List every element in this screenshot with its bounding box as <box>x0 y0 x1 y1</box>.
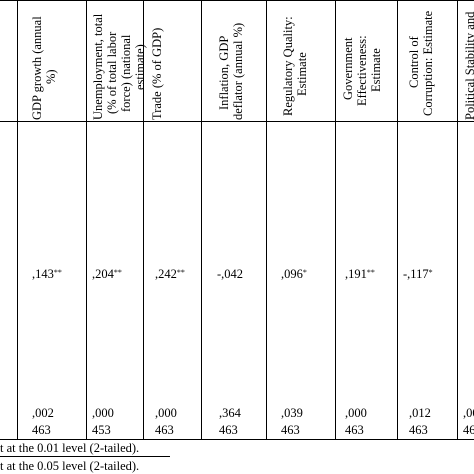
sample-size-value: 463 <box>32 423 51 437</box>
column-divider <box>201 0 202 439</box>
column-header-trade: Trade (% of GDP) <box>150 28 164 120</box>
correlation-value: ,191** <box>345 267 375 281</box>
footnote-divider <box>0 456 170 457</box>
column-divider <box>17 0 18 439</box>
header-line: deflator (annual %) <box>231 22 245 120</box>
header-line: force) (national <box>119 34 133 112</box>
significance-value: ,364 <box>219 406 241 420</box>
header-line: Government <box>341 37 355 100</box>
sample-size-value: 463 <box>409 423 428 437</box>
sample-size-value: 463 <box>345 423 364 437</box>
correlation-value: -,117* <box>403 267 433 281</box>
significance-value: ,039 <box>281 406 303 420</box>
significance-value: ,000 <box>463 406 474 420</box>
header-line: (% of total labor <box>105 31 119 114</box>
sample-size-value: 463 <box>463 423 474 437</box>
header-line: Corruption: Estimate <box>421 10 435 116</box>
header-line: Inflation, GDP <box>217 35 231 110</box>
sample-size-value: 463 <box>219 423 238 437</box>
significance-value: ,000 <box>155 406 177 420</box>
sample-size-value: 463 <box>281 423 300 437</box>
header-line: Effectiveness: <box>355 35 369 106</box>
sample-size-value: 453 <box>92 423 111 437</box>
column-divider <box>143 0 144 439</box>
sample-size-value: 463 <box>155 423 174 437</box>
column-divider <box>335 0 336 439</box>
column-header-political-stability: Political Stability and <box>463 12 474 120</box>
header-line: Estimate <box>369 48 383 92</box>
header-line: GDP growth (annual <box>30 16 44 120</box>
footnote-significance-005: t at the 0.05 level (2-tailed). <box>0 459 140 473</box>
significance-value: ,000 <box>345 406 367 420</box>
correlation-value: -,042 <box>217 267 244 281</box>
header-line: Trade (% of GDP) <box>150 27 164 120</box>
column-divider <box>86 0 87 439</box>
significance-value: ,002 <box>32 406 54 420</box>
significance-value: ,000 <box>92 406 114 420</box>
header-line: estimate) <box>133 44 147 90</box>
correlation-value: ,096* <box>281 267 307 281</box>
correlation-value: ,242** <box>155 267 185 281</box>
correlation-value: ,143** <box>32 267 62 281</box>
footnote-significance-001: t at the 0.01 level (2-tailed). <box>0 441 140 455</box>
header-line: %) <box>44 69 58 84</box>
column-divider <box>457 0 458 439</box>
header-line: Unemployment, total <box>91 13 105 120</box>
column-header-control-of-corruption: Control of Corruption: Estimate <box>407 11 435 120</box>
correlation-value: ,204** <box>92 267 122 281</box>
table-bottom-border <box>0 439 474 440</box>
header-line: Regulatory Quality: <box>281 16 295 116</box>
header-line: Political Stability and <box>463 11 474 120</box>
column-header-regulatory-quality: Regulatory Quality: Estimate <box>281 16 309 120</box>
significance-value: ,012 <box>409 406 431 420</box>
table-top-border <box>0 0 474 1</box>
column-divider <box>266 0 267 439</box>
header-line: Estimate <box>295 52 309 96</box>
column-header-gdp-growth: GDP growth (annual %) <box>30 16 58 120</box>
column-header-inflation: Inflation, GDP deflator (annual %) <box>217 23 245 120</box>
header-bottom-border <box>0 121 474 122</box>
header-line: Control of <box>407 36 421 88</box>
column-divider <box>397 0 398 439</box>
column-header-unemployment: Unemployment, total (% of total labor fo… <box>91 14 147 120</box>
column-header-government-effectiveness: Government Effectiveness: Estimate <box>341 35 383 120</box>
